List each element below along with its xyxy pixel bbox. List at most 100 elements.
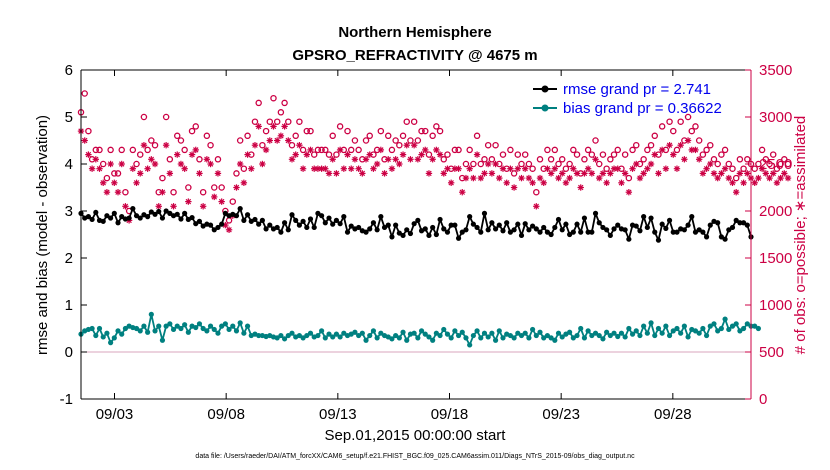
asterisk-stroke — [415, 156, 421, 163]
possible-obs-point — [670, 127, 677, 135]
assimilated-obs-point — [647, 160, 655, 168]
bias-point — [319, 328, 325, 334]
assimilated-obs-point — [436, 151, 444, 158]
possible-obs-point — [399, 132, 407, 140]
bias-point — [637, 332, 643, 339]
bias-point — [740, 325, 747, 332]
assimilated-obs-point — [566, 174, 573, 182]
rmse-point — [670, 229, 676, 235]
bias-point — [522, 330, 528, 336]
bias-point — [145, 329, 151, 335]
asterisk-stroke — [326, 170, 332, 177]
asterisk-stroke — [544, 165, 551, 172]
possible-obs-point — [684, 113, 692, 121]
possible-obs-point — [188, 127, 196, 135]
assimilated-obs-point — [477, 174, 484, 182]
asterisk-stroke — [603, 180, 610, 186]
bias-point — [352, 329, 358, 335]
possible-obs-point — [592, 137, 599, 144]
bias-point — [489, 330, 495, 336]
assimilated-obs-point — [744, 170, 751, 177]
assimilated-obs-point — [233, 184, 240, 191]
asterisk-stroke — [533, 203, 540, 210]
possible-obs-point — [773, 165, 781, 172]
asterisk-stroke — [540, 180, 547, 186]
assimilated-obs-point — [362, 156, 370, 163]
assimilated-obs-point — [481, 170, 488, 177]
rmse-point — [319, 213, 325, 219]
assimilated-obs-point — [762, 170, 770, 177]
assimilated-obs-point — [422, 146, 429, 154]
assimilated-obs-point — [732, 189, 740, 196]
y-tick-right-label: 3500 — [759, 62, 792, 79]
bias-point — [281, 336, 288, 342]
possible-obs-point — [721, 146, 729, 154]
bias-point — [415, 335, 421, 341]
asterisk-stroke — [396, 161, 403, 167]
rmse-point — [385, 222, 391, 228]
bias-point — [163, 323, 169, 329]
bias-point — [496, 328, 502, 334]
bias-point — [148, 311, 154, 317]
rmse-point — [441, 226, 447, 232]
x-tick-label: 09/03 — [96, 406, 134, 423]
y-tick-right-label: 1500 — [759, 250, 792, 267]
possible-obs-point — [273, 118, 281, 125]
bias-point — [211, 326, 217, 333]
possible-obs-point — [729, 165, 736, 172]
assimilated-obs-point — [644, 165, 651, 172]
assimilated-obs-point — [766, 174, 773, 182]
bias-point — [685, 334, 691, 340]
asterisk-stroke — [444, 165, 451, 172]
asterisk-stroke — [81, 137, 88, 144]
bias-point — [178, 325, 184, 332]
asterisk-stroke — [341, 165, 347, 172]
possible-obs-point — [625, 174, 633, 182]
possible-obs-point — [229, 198, 237, 205]
assimilated-obs-point — [255, 123, 262, 130]
chart-subtitle: GPSRO_REFRACTIVITY @ 4675 m — [292, 47, 537, 64]
asterisk-stroke — [159, 189, 166, 195]
possible-obs-point — [714, 160, 721, 168]
asterisk-stroke — [555, 175, 562, 181]
possible-obs-point — [433, 123, 440, 130]
y-tick-right-label: 500 — [759, 344, 784, 361]
bias-point — [256, 332, 262, 339]
possible-obs-point — [640, 156, 647, 163]
bias-point — [585, 328, 591, 334]
bias-point — [444, 331, 451, 337]
possible-obs-point — [744, 156, 751, 163]
possible-obs-point — [514, 151, 522, 158]
assimilated-obs-point — [196, 170, 203, 177]
asterisk-stroke — [626, 189, 632, 195]
bias-point — [700, 325, 706, 332]
asterisk-stroke — [185, 198, 192, 205]
asterisk-stroke — [270, 123, 277, 130]
asterisk-stroke — [167, 170, 173, 177]
possible-obs-point — [614, 146, 621, 154]
possible-obs-point — [173, 132, 181, 140]
asterisk-stroke — [433, 147, 440, 153]
rmse-point — [137, 215, 143, 221]
rmse-point — [563, 221, 569, 227]
legend-bias-marker — [541, 104, 549, 112]
possible-obs-point — [299, 146, 307, 154]
rmse-point — [108, 215, 114, 221]
asterisk-stroke — [274, 137, 280, 144]
possible-obs-point — [214, 156, 222, 163]
assimilated-obs-point — [307, 146, 314, 154]
possible-obs-point — [547, 156, 555, 163]
possible-obs-point — [281, 99, 288, 107]
rmse-point — [237, 206, 243, 212]
assimilated-obs-point — [596, 174, 603, 182]
bias-point — [237, 320, 243, 326]
bias-point — [478, 335, 484, 341]
possible-obs-point — [233, 170, 240, 177]
assimilated-obs-point — [429, 156, 436, 163]
x-axis-label: Sep.01,2015 00:00:00 start — [325, 427, 507, 444]
assimilated-obs-point — [784, 174, 792, 182]
possible-obs-point — [562, 165, 570, 172]
possible-obs-point — [732, 174, 740, 182]
possible-obs-point — [451, 146, 459, 154]
rmse-point — [341, 214, 347, 220]
